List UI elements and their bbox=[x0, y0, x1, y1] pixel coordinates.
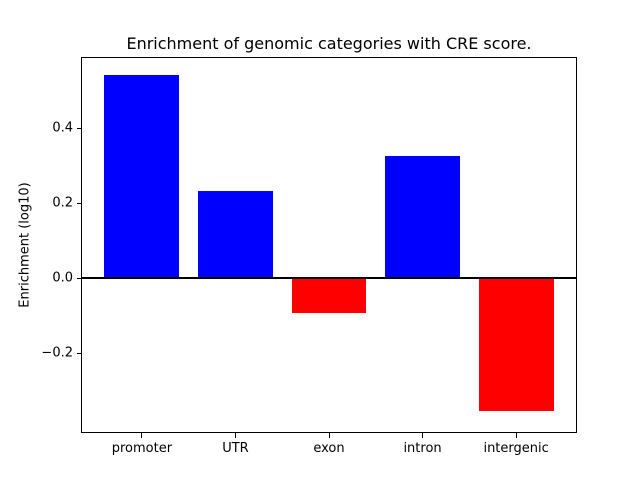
x-tick-label-intergenic: intergenic bbox=[483, 441, 549, 456]
x-tick-mark bbox=[422, 433, 424, 438]
bar-exon bbox=[291, 278, 367, 313]
x-tick-label-exon: exon bbox=[313, 441, 345, 456]
x-tick-label-UTR: UTR bbox=[222, 441, 249, 456]
y-tick-label: 0.4 bbox=[52, 120, 73, 136]
bar-intron bbox=[385, 155, 460, 279]
x-tick-label-intron: intron bbox=[403, 441, 442, 456]
x-tick-mark bbox=[234, 433, 236, 438]
y-tick-label: 0.0 bbox=[52, 270, 73, 286]
x-tick-mark bbox=[515, 433, 517, 438]
x-tick-mark bbox=[141, 433, 143, 438]
x-tick-mark bbox=[328, 433, 330, 438]
y-tick-mark bbox=[77, 202, 82, 204]
chart-title: Enrichment of genomic categories with CR… bbox=[126, 34, 532, 53]
y-tick-label: −0.2 bbox=[41, 345, 73, 361]
x-tick-label-promoter: promoter bbox=[111, 441, 173, 456]
y-tick-label: 0.2 bbox=[52, 195, 73, 211]
y-tick-mark bbox=[77, 352, 82, 354]
y-tick-mark bbox=[77, 127, 82, 129]
bar-intergenic bbox=[478, 278, 554, 412]
bar-promoter bbox=[104, 74, 180, 279]
y-axis-label: Enrichment (log10) bbox=[17, 182, 33, 308]
y-tick-mark bbox=[77, 277, 82, 279]
zero-line bbox=[82, 277, 576, 280]
bar-UTR bbox=[198, 191, 273, 279]
plot-area: 0.4 0.2 0.0 −0.2 promoter UTR exon intron interg… bbox=[41, 57, 577, 456]
